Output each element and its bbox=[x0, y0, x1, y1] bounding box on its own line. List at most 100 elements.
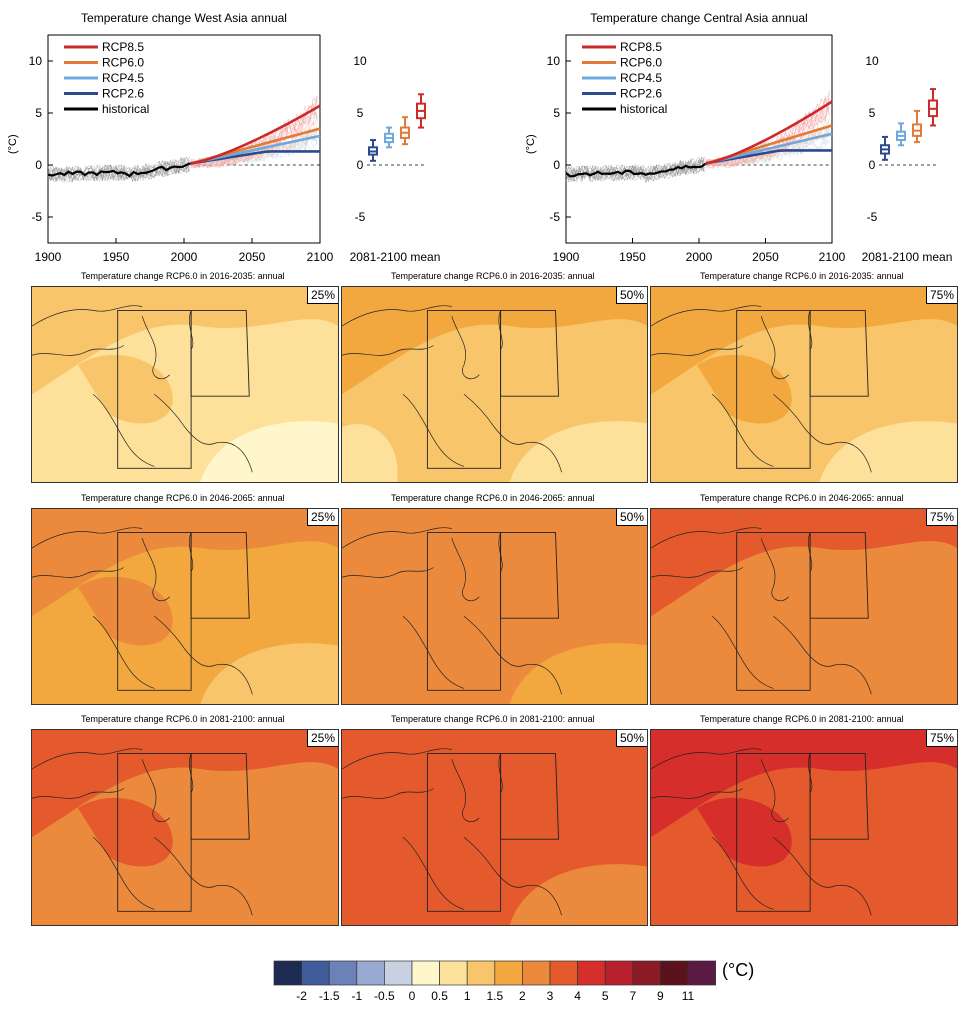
map-field bbox=[342, 287, 647, 482]
coastline bbox=[651, 527, 762, 549]
x-tick-label: 2100 bbox=[819, 250, 846, 264]
coastline bbox=[32, 748, 143, 770]
coastline bbox=[402, 393, 465, 467]
map-title: Temperature change RCP6.0 in 2046-2065: … bbox=[700, 493, 904, 503]
coastline bbox=[92, 393, 155, 467]
region-central-asia bbox=[500, 309, 560, 397]
coastline bbox=[154, 836, 216, 888]
coastline bbox=[711, 393, 774, 467]
legend-label: historical bbox=[102, 102, 149, 116]
historical-member bbox=[47, 156, 190, 182]
map-title: Temperature change RCP6.0 in 2081-2100: … bbox=[391, 714, 595, 724]
map-panel: 75% bbox=[650, 729, 958, 926]
percentile-label: 25% bbox=[306, 287, 338, 304]
map-field bbox=[342, 509, 647, 704]
coastline bbox=[524, 884, 562, 916]
right-tick-label: 5 bbox=[357, 106, 364, 120]
coastline bbox=[651, 305, 762, 327]
coastline bbox=[32, 788, 124, 799]
region-central-asia bbox=[500, 531, 560, 619]
map-panel: 50% bbox=[341, 729, 648, 926]
map-panel: 75% bbox=[650, 286, 958, 483]
coastline bbox=[463, 393, 526, 445]
historical-member bbox=[47, 160, 190, 181]
field-cool-region bbox=[651, 645, 707, 704]
colorbar-bin bbox=[356, 960, 385, 986]
region-central-asia bbox=[809, 531, 869, 619]
percentile-label: 50% bbox=[615, 509, 647, 526]
coastline bbox=[342, 527, 452, 549]
colorbar-label: 3 bbox=[547, 989, 554, 1003]
legend-label: RCP2.6 bbox=[620, 87, 662, 101]
x-tick-label: 2000 bbox=[686, 250, 713, 264]
map-title: Temperature change RCP6.0 in 2016-2035: … bbox=[700, 271, 904, 281]
region-central-asia bbox=[500, 752, 560, 840]
coastline bbox=[215, 441, 253, 473]
map-panel: 25% bbox=[31, 508, 339, 705]
coastline bbox=[402, 836, 465, 910]
right-tick-label: 10 bbox=[865, 54, 879, 68]
field-inland-region bbox=[696, 797, 792, 867]
field-cool-region bbox=[342, 645, 398, 704]
right-tick-label: 0 bbox=[869, 158, 876, 172]
right-tick-label: 5 bbox=[869, 106, 876, 120]
field-inland-region bbox=[696, 576, 792, 646]
colorbar-bin bbox=[577, 960, 606, 986]
coastline bbox=[711, 615, 774, 689]
coastline bbox=[834, 441, 872, 473]
coastline bbox=[215, 884, 253, 916]
region-west-asia bbox=[426, 531, 502, 691]
colorbar: -2 -1.5 -1 -0.5 0 0.5 1 1.5 2 3 4 5 7 9 11 bbox=[273, 960, 716, 1003]
coastline bbox=[463, 615, 526, 667]
coastline bbox=[451, 538, 480, 602]
colorbar-label: 9 bbox=[657, 989, 664, 1003]
coastline bbox=[154, 615, 216, 667]
map-field bbox=[32, 730, 338, 925]
map-title: Temperature change RCP6.0 in 2016-2035: … bbox=[81, 271, 285, 281]
field-cool-region bbox=[200, 421, 338, 482]
field-warm-region bbox=[32, 509, 338, 617]
historical-member bbox=[565, 159, 705, 183]
colorbar-label: -2 bbox=[296, 989, 307, 1003]
percentile-label: 75% bbox=[925, 287, 957, 304]
region-central-asia bbox=[809, 309, 869, 397]
coastline bbox=[32, 305, 143, 327]
colorbar-label: 5 bbox=[602, 989, 609, 1003]
historical-ensemble bbox=[47, 156, 190, 183]
map-field bbox=[342, 730, 647, 925]
region-central-asia bbox=[809, 752, 869, 840]
region-west-asia bbox=[736, 309, 811, 469]
field-warm-region bbox=[342, 730, 647, 838]
map-title: Temperature change RCP6.0 in 2046-2065: … bbox=[81, 493, 285, 503]
colorbar-bin bbox=[439, 960, 468, 986]
field-cool-region bbox=[651, 423, 707, 482]
map-panel: 50% bbox=[341, 508, 648, 705]
colorbar-bin bbox=[522, 960, 551, 986]
colorbar-label: 11 bbox=[682, 989, 695, 1003]
field-inland-region bbox=[77, 354, 173, 424]
region-west-asia bbox=[117, 309, 192, 469]
map-title: Temperature change RCP6.0 in 2081-2100: … bbox=[81, 714, 285, 724]
coastline bbox=[154, 393, 216, 445]
right-tick-label: -5 bbox=[355, 210, 366, 224]
colorbar-label: 7 bbox=[629, 989, 636, 1003]
coastline bbox=[32, 345, 124, 356]
field-cool-region bbox=[819, 643, 957, 704]
y-tick-label: 0 bbox=[35, 158, 42, 172]
ensemble-member bbox=[190, 101, 318, 169]
coastline bbox=[92, 615, 155, 689]
percentile-label: 25% bbox=[306, 509, 338, 526]
y-tick-label: 10 bbox=[29, 54, 43, 68]
coastline bbox=[834, 884, 872, 916]
coastline bbox=[651, 345, 743, 356]
map-panel: 50% bbox=[341, 286, 648, 483]
field-cool-region bbox=[509, 643, 647, 704]
percentile-label: 75% bbox=[925, 509, 957, 526]
timeseries-west-asia: Temperature change West Asia annual 10 5 0… bbox=[0, 0, 480, 270]
coastline bbox=[402, 615, 465, 689]
field-warm-region bbox=[651, 509, 957, 617]
legend-label: historical bbox=[620, 102, 667, 116]
coastline bbox=[342, 345, 434, 356]
colorbar-bin bbox=[384, 960, 413, 986]
field-inland-region bbox=[696, 354, 792, 424]
